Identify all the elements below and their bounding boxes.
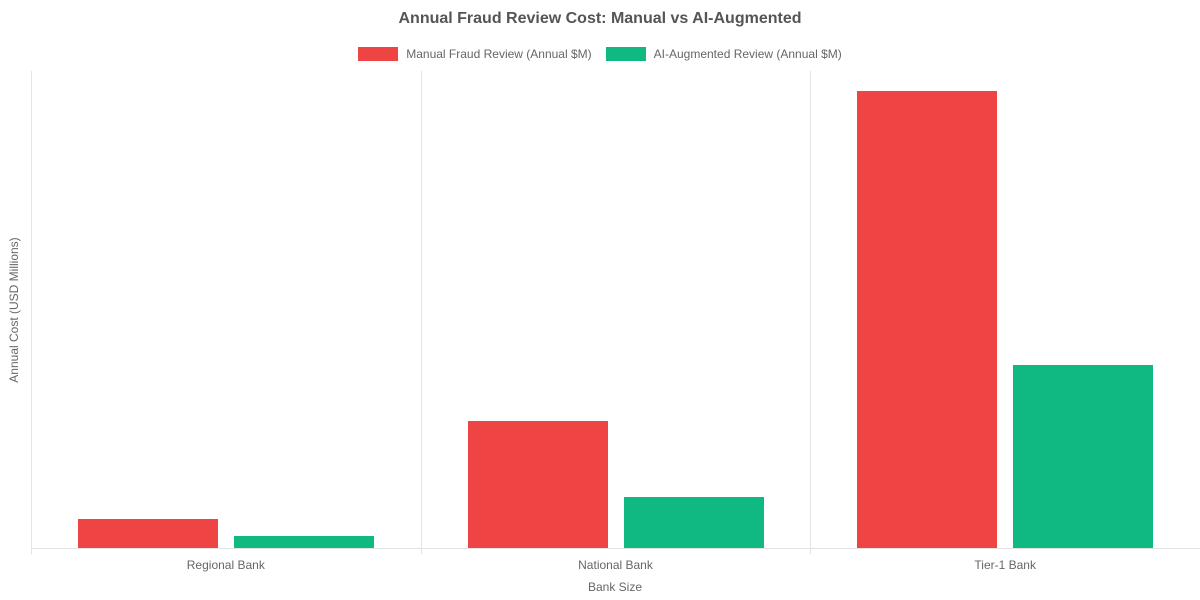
x-tick-label-tier-1-bank: Tier-1 Bank — [974, 558, 1036, 572]
bar-manual-fraud-review-regional-bank[interactable] — [77, 519, 218, 548]
legend-label: AI-Augmented Review (Annual $M) — [653, 47, 842, 61]
chart-title: Annual Fraud Review Cost: Manual vs AI-A… — [398, 10, 802, 27]
legend-item-ai-augmented-review-annual-m[interactable]: AI-Augmented Review (Annual $M) — [605, 47, 842, 61]
y-axis-line — [31, 71, 32, 554]
chart-legend: Manual Fraud Review (Annual $M) AI-Augmen… — [0, 47, 1200, 61]
y-axis-title: Annual Cost (USD Millions) — [7, 237, 21, 383]
plot-area — [31, 71, 1200, 554]
legend-swatch-icon — [358, 47, 399, 61]
x-tick-label-national-bank: National Bank — [578, 558, 653, 572]
legend-label: Manual Fraud Review (Annual $M) — [406, 47, 592, 61]
x-axis-title: Bank Size — [587, 580, 643, 594]
bar-manual-fraud-review-national-bank[interactable] — [467, 420, 608, 548]
x-tick-label-regional-bank: Regional Bank — [186, 558, 265, 572]
legend-item-manual-fraud-review-annual-m[interactable]: Manual Fraud Review (Annual $M) — [358, 47, 592, 61]
bar-ai-augmented-review-regional-bank[interactable] — [233, 536, 374, 548]
legend-swatch-icon — [605, 47, 646, 61]
bar-ai-augmented-review-tier-1-bank[interactable] — [1013, 365, 1154, 548]
category-gridline — [810, 71, 811, 554]
bar-manual-fraud-review-tier-1-bank[interactable] — [857, 90, 998, 548]
x-axis-line — [31, 548, 1200, 549]
bar-ai-augmented-review-national-bank[interactable] — [623, 497, 764, 548]
category-gridline — [421, 71, 422, 554]
